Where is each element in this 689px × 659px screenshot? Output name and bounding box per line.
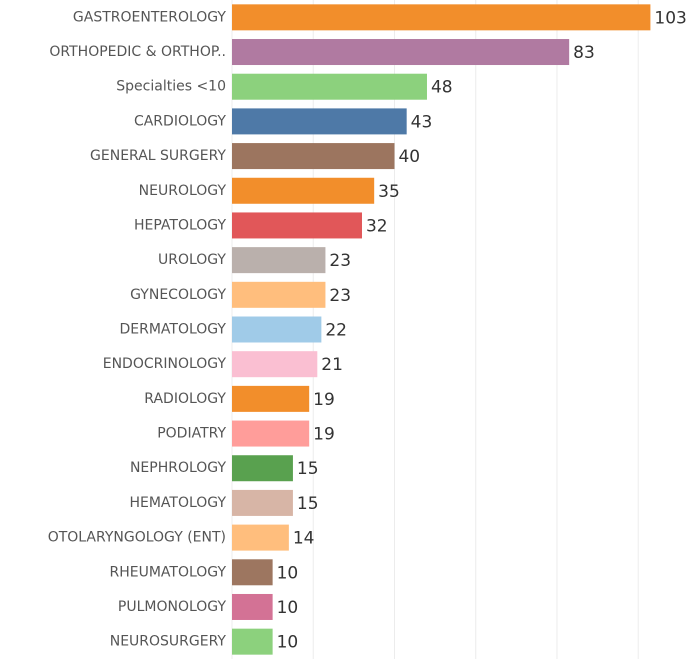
- value-label: 15: [297, 494, 319, 514]
- bar: [232, 4, 651, 31]
- category-label: HEMATOLOGY: [129, 495, 226, 511]
- bar: [232, 524, 289, 551]
- value-label: 32: [366, 216, 388, 236]
- value-label: 35: [378, 182, 400, 202]
- value-label: 22: [325, 321, 347, 341]
- category-label: DERMATOLOGY: [119, 322, 226, 338]
- value-label: 10: [277, 633, 299, 653]
- category-label: RHEUMATOLOGY: [109, 564, 226, 580]
- category-label: NEUROLOGY: [139, 183, 227, 199]
- category-label: CARDIOLOGY: [134, 113, 226, 129]
- value-label: 83: [573, 43, 595, 63]
- category-label: OTOLARYNGOLOGY (ENT): [48, 530, 226, 546]
- category-label: ORTHOPEDIC & ORTHOP..: [49, 44, 226, 60]
- bar: [232, 420, 310, 447]
- category-label: PODIATRY: [157, 426, 226, 442]
- category-label: PULMONOLOGY: [118, 599, 227, 615]
- bar: [232, 108, 407, 135]
- bar: [232, 559, 273, 586]
- category-label: RADIOLOGY: [144, 391, 226, 407]
- value-label: 48: [431, 78, 453, 98]
- bar: [232, 455, 293, 482]
- value-label: 43: [411, 112, 433, 132]
- value-label: 23: [329, 251, 351, 271]
- bar: [232, 177, 375, 204]
- value-label: 10: [277, 563, 299, 583]
- category-label: NEPHROLOGY: [130, 460, 227, 476]
- bar: [232, 351, 318, 378]
- value-label: 21: [321, 355, 343, 375]
- value-label: 40: [398, 147, 420, 167]
- bar: [232, 316, 322, 343]
- bar: [232, 593, 273, 620]
- category-label: HEPATOLOGY: [134, 217, 226, 233]
- bar: [232, 385, 310, 412]
- category-label: GASTROENTEROLOGY: [73, 9, 227, 25]
- value-label: 19: [313, 390, 335, 410]
- value-label: 14: [293, 529, 315, 549]
- category-label: GYNECOLOGY: [130, 287, 226, 303]
- bar: [232, 628, 273, 655]
- category-label: GENERAL SURGERY: [90, 148, 226, 164]
- category-label: ENDOCRINOLOGY: [103, 356, 227, 372]
- category-label: UROLOGY: [158, 252, 226, 268]
- bar: [232, 247, 326, 274]
- value-label: 10: [277, 598, 299, 618]
- value-label: 23: [329, 286, 351, 306]
- bar: [232, 489, 293, 516]
- value-label: 103: [654, 8, 686, 28]
- bar: [232, 212, 362, 239]
- bar: [232, 73, 427, 100]
- category-label: Specialties <10: [116, 79, 226, 95]
- value-label: 15: [297, 459, 319, 479]
- bar: [232, 39, 570, 66]
- bar: [232, 281, 326, 308]
- bar: [232, 143, 395, 170]
- value-label: 19: [313, 425, 335, 445]
- category-label: NEUROSURGERY: [110, 634, 227, 650]
